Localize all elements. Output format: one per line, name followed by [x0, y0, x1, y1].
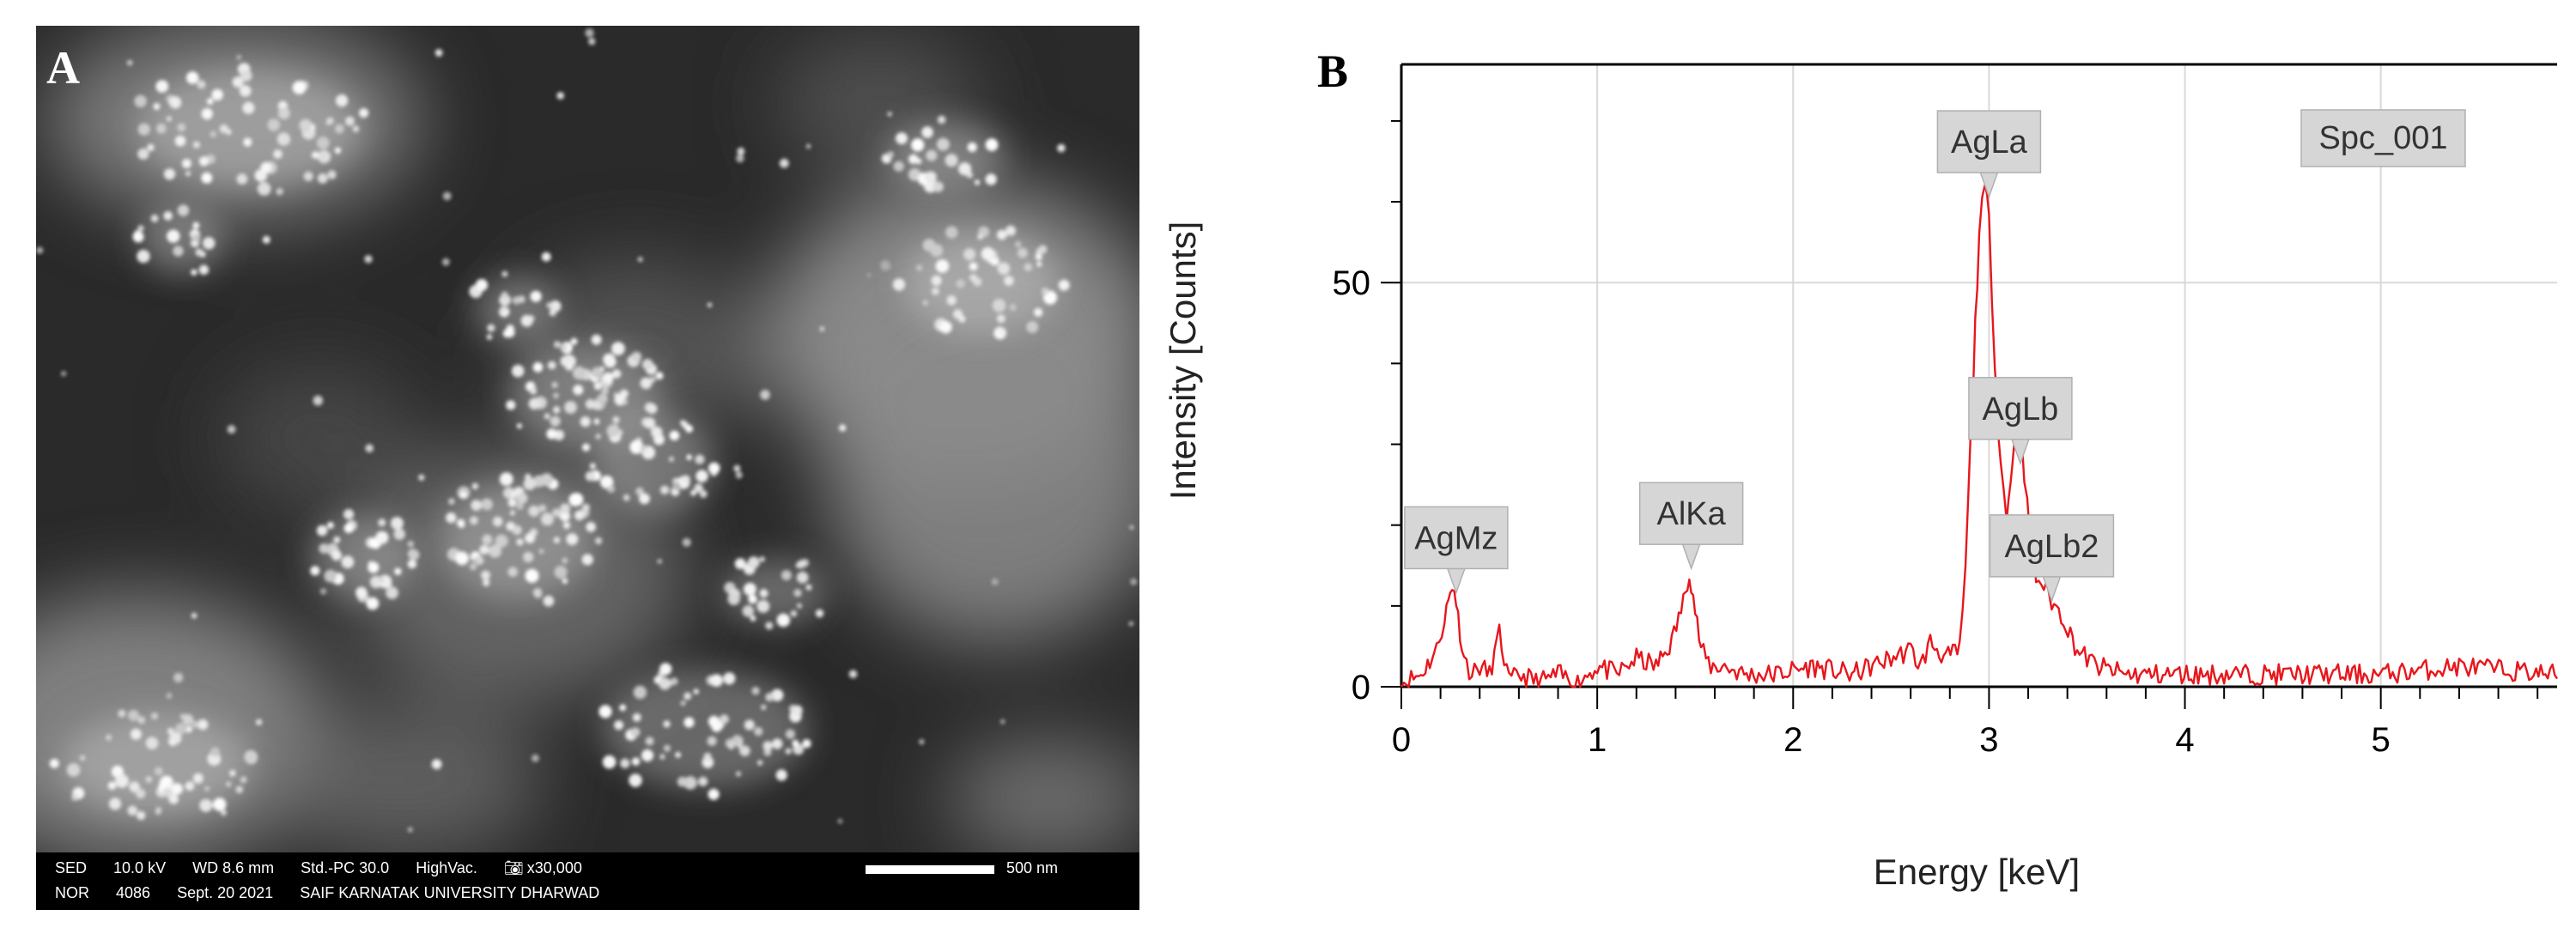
peak-label-text: AgMz [1414, 520, 1498, 556]
x-tick-label: 1 [1588, 721, 1607, 759]
panel-letter-a: A [46, 42, 80, 94]
scale-bar-label: 500 nm [1006, 859, 1059, 876]
y-axis-title: Intensity [Counts] [1163, 221, 1203, 500]
y-tick-label: 0 [1352, 669, 1370, 707]
info-magnification: x30,000 [526, 859, 582, 876]
info-date: Sept. 20 2021 [177, 884, 274, 901]
sem-image [36, 26, 1139, 852]
peak-label: AgLa [1936, 110, 2042, 199]
peak-label: AlKa [1638, 482, 1744, 571]
peak-label-box [1638, 482, 1744, 545]
chart-series-layer [1400, 183, 2559, 688]
sem-info-row-2: NOR 4086 Sept. 20 2021 SAIF KARNATAK UNI… [55, 884, 622, 902]
peak-label-box [1968, 377, 2073, 440]
y-tick-label: 50 [1333, 264, 1371, 302]
peak-label-text: AgLb [1983, 391, 2059, 428]
x-tick-label: 0 [1392, 721, 1411, 759]
x-tick-label: 2 [1783, 721, 1802, 759]
x-tick-label: 4 [2175, 721, 2194, 759]
peak-label: AgLb [1968, 377, 2073, 466]
info-image-number: 4086 [116, 884, 151, 901]
peak-label-box [1936, 110, 2042, 173]
info-vacuum: HighVac. [416, 859, 477, 876]
info-signal: NOR [55, 884, 89, 901]
scale-bar [866, 865, 994, 874]
spectrum-line [1400, 183, 2559, 688]
sem-info-bar: SED 10.0 kV WD 8.6 mm Std.-PC 30.0 HighV… [36, 852, 1139, 910]
peak-label-text: AlKa [1657, 496, 1727, 532]
info-voltage: 10.0 kV [113, 859, 167, 876]
peak-label-box [1989, 514, 2115, 578]
peak-label-text: AgLa [1951, 124, 2028, 161]
peak-label: AgLb2 [1989, 514, 2115, 603]
x-axis-title: Energy [keV] [1874, 852, 2080, 892]
x-tick-label: 5 [2372, 721, 2391, 759]
sem-info-row-1: SED 10.0 kV WD 8.6 mm Std.-PC 30.0 HighV… [55, 859, 605, 877]
peak-label-box [1404, 506, 1509, 570]
sem-micrograph: SED 10.0 kV WD 8.6 mm Std.-PC 30.0 HighV… [36, 26, 1139, 910]
peak-labels-layer: AgMz AlKa AgLa AgLb AgLb2 Spc_001 [1404, 109, 2466, 603]
spectrum-id-label: Spc_001 [2300, 109, 2466, 167]
chart-text-layer: Energy [keV] Intensity [Counts] [1163, 221, 2080, 892]
camera-icon: 📷︎ [503, 859, 524, 876]
peak-label-text: AgLb2 [2004, 529, 2099, 565]
x-tick-label: 3 [1979, 721, 1998, 759]
panel-letter-b: B [1317, 45, 1349, 97]
info-mode: SED [55, 859, 88, 876]
info-probe-current: Std.-PC 30.0 [301, 859, 390, 876]
info-institution: SAIF KARNATAK UNIVERSITY DHARWAD [300, 884, 600, 901]
info-working-distance: WD 8.6 mm [192, 859, 275, 876]
spectrum-id-text: Spc_001 [2318, 120, 2447, 156]
peak-label: AgMz [1404, 506, 1509, 595]
